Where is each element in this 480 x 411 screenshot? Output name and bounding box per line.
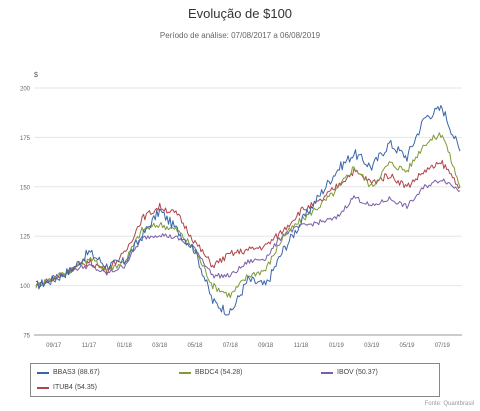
series-line-2	[35, 132, 461, 299]
y-tick-label: 175	[20, 136, 31, 142]
y-tick-label: 75	[23, 334, 30, 340]
legend-label: BBDC4 (54.28)	[195, 369, 243, 376]
x-tick-label: 05/18	[187, 343, 203, 349]
legend-item: ITUB4 (54.35)	[37, 384, 97, 391]
x-tick-label: 09/17	[46, 343, 62, 349]
legend-swatch	[37, 371, 49, 374]
y-tick-label: 100	[20, 284, 31, 290]
x-tick-label: 01/19	[329, 343, 345, 349]
series-line-3	[35, 178, 461, 287]
line-chart: $75 100 125 150 175 200 09/17 11/17 01/18 03/18 05…	[20, 72, 462, 349]
x-tick-label: 03/18	[152, 343, 168, 349]
y-tick-label: 125	[20, 235, 31, 241]
x-tick-label: 01/18	[117, 343, 133, 349]
chart-legend: BBAS3 (88.67) BBDC4 (54.28) IBOV (50.37) IT…	[30, 363, 440, 397]
x-tick-label: 11/18	[294, 343, 309, 349]
legend-item: BBAS3 (88.67)	[37, 369, 100, 376]
x-tick-label: 07/19	[435, 343, 451, 349]
chart-title: Evolução de $100	[187, 6, 293, 21]
legend-label: ITUB4 (54.35)	[53, 384, 97, 391]
y-unit-label: $	[34, 72, 38, 79]
source-note: Fonte: Quantbrasil	[424, 401, 474, 407]
legend-swatch	[37, 386, 49, 389]
legend-swatch	[321, 371, 333, 374]
x-tick-label: 11/17	[82, 343, 97, 349]
x-tick-label: 07/18	[223, 343, 239, 349]
x-tick-label: 09/18	[258, 343, 274, 349]
y-tick-label: 150	[20, 185, 31, 191]
x-tick-label: 03/19	[364, 343, 380, 349]
series-line-1	[35, 105, 461, 316]
series-line-4	[35, 159, 461, 289]
y-tick-label: 200	[20, 87, 31, 93]
legend-item: BBDC4 (54.28)	[179, 369, 242, 376]
legend-swatch	[179, 371, 191, 374]
legend-label: BBAS3 (88.67)	[53, 369, 100, 376]
legend-label: IBOV (50.37)	[337, 369, 378, 376]
chart-subtitle: Período de análise: 07/08/2017 a 06/08/2…	[159, 31, 321, 40]
legend-item: IBOV (50.37)	[321, 369, 378, 376]
x-tick-label: 05/19	[399, 343, 415, 349]
